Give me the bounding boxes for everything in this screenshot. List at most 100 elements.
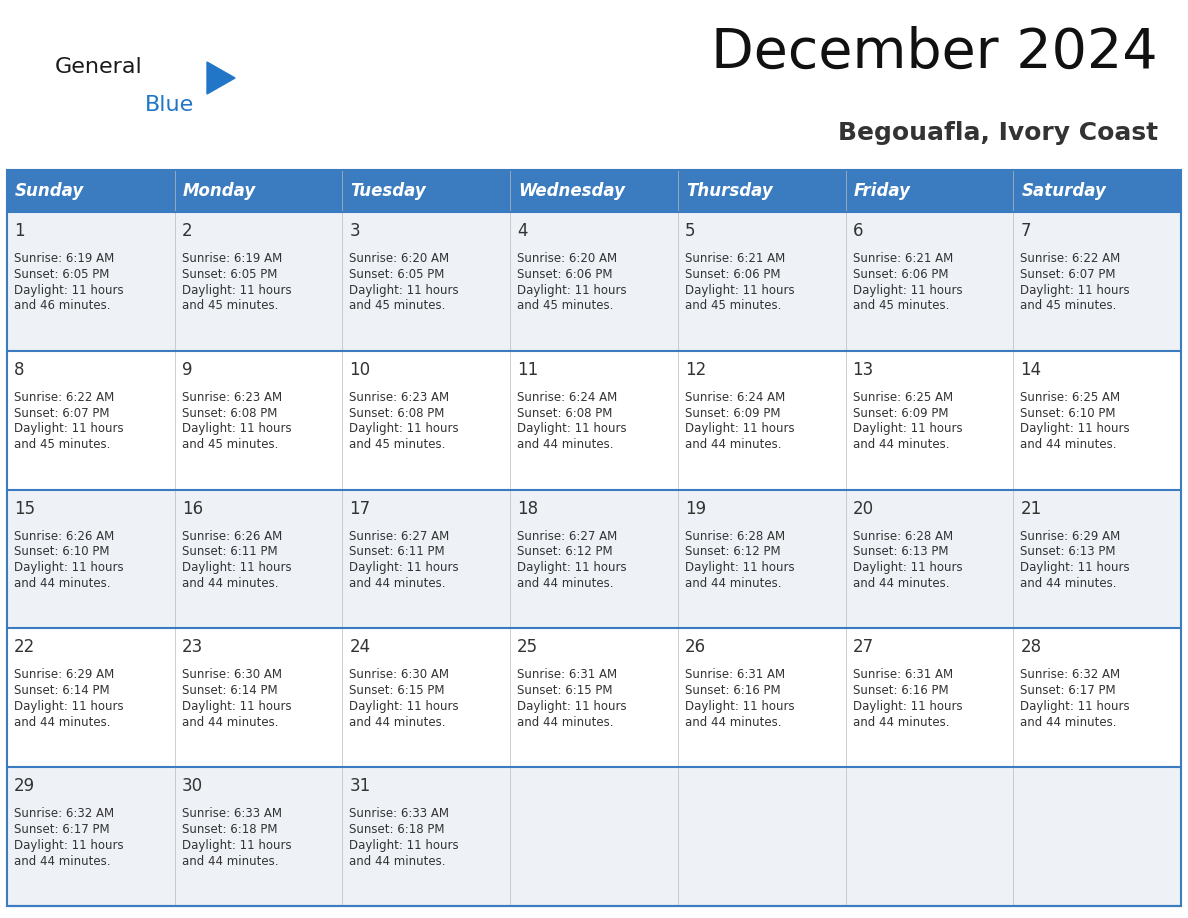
Text: 11: 11 — [517, 361, 538, 379]
Bar — [678, 767, 846, 906]
Text: and 45 minutes.: and 45 minutes. — [853, 299, 949, 312]
Text: Sunset: 6:16 PM: Sunset: 6:16 PM — [853, 684, 948, 697]
Text: 8: 8 — [14, 361, 25, 379]
Text: 27: 27 — [853, 638, 873, 656]
Bar — [846, 212, 1013, 351]
Text: Sunrise: 6:26 AM: Sunrise: 6:26 AM — [14, 530, 114, 543]
Bar — [7, 212, 175, 351]
Text: and 45 minutes.: and 45 minutes. — [517, 299, 613, 312]
Text: Sunrise: 6:27 AM: Sunrise: 6:27 AM — [349, 530, 450, 543]
Text: Wednesday: Wednesday — [518, 182, 625, 200]
Text: Daylight: 11 hours: Daylight: 11 hours — [182, 839, 291, 852]
Text: and 44 minutes.: and 44 minutes. — [517, 438, 614, 452]
Text: Sunrise: 6:21 AM: Sunrise: 6:21 AM — [853, 252, 953, 265]
Text: Sunset: 6:14 PM: Sunset: 6:14 PM — [182, 684, 277, 697]
Bar — [1013, 489, 1181, 629]
Text: and 44 minutes.: and 44 minutes. — [1020, 716, 1117, 729]
Text: Daylight: 11 hours: Daylight: 11 hours — [182, 422, 291, 435]
Text: Sunrise: 6:22 AM: Sunrise: 6:22 AM — [14, 391, 114, 404]
Text: Sunrise: 6:21 AM: Sunrise: 6:21 AM — [684, 252, 785, 265]
Text: 14: 14 — [1020, 361, 1042, 379]
Text: Sunset: 6:08 PM: Sunset: 6:08 PM — [182, 407, 277, 420]
Text: Daylight: 11 hours: Daylight: 11 hours — [182, 284, 291, 297]
Bar — [1013, 212, 1181, 351]
Text: Daylight: 11 hours: Daylight: 11 hours — [517, 284, 627, 297]
Text: and 45 minutes.: and 45 minutes. — [182, 299, 278, 312]
FancyBboxPatch shape — [846, 170, 1013, 212]
Text: Sunset: 6:07 PM: Sunset: 6:07 PM — [14, 407, 109, 420]
Text: Sunset: 6:09 PM: Sunset: 6:09 PM — [853, 407, 948, 420]
Bar — [175, 489, 342, 629]
Text: and 44 minutes.: and 44 minutes. — [1020, 577, 1117, 590]
Bar — [1013, 767, 1181, 906]
Text: Daylight: 11 hours: Daylight: 11 hours — [853, 422, 962, 435]
Text: Daylight: 11 hours: Daylight: 11 hours — [14, 422, 124, 435]
Text: and 45 minutes.: and 45 minutes. — [349, 299, 446, 312]
Bar — [175, 351, 342, 489]
Text: Sunrise: 6:27 AM: Sunrise: 6:27 AM — [517, 530, 618, 543]
Text: Sunrise: 6:33 AM: Sunrise: 6:33 AM — [182, 807, 282, 820]
Text: Daylight: 11 hours: Daylight: 11 hours — [349, 284, 459, 297]
Text: and 44 minutes.: and 44 minutes. — [349, 577, 446, 590]
Text: Tuesday: Tuesday — [350, 182, 426, 200]
Text: 18: 18 — [517, 499, 538, 518]
Text: 21: 21 — [1020, 499, 1042, 518]
Text: 23: 23 — [182, 638, 203, 656]
Text: Daylight: 11 hours: Daylight: 11 hours — [14, 284, 124, 297]
Text: Daylight: 11 hours: Daylight: 11 hours — [853, 284, 962, 297]
Text: Begouafla, Ivory Coast: Begouafla, Ivory Coast — [838, 121, 1158, 145]
Text: Daylight: 11 hours: Daylight: 11 hours — [684, 422, 795, 435]
Text: Saturday: Saturday — [1022, 182, 1106, 200]
Text: Daylight: 11 hours: Daylight: 11 hours — [14, 700, 124, 713]
Text: and 44 minutes.: and 44 minutes. — [349, 855, 446, 868]
Text: Blue: Blue — [145, 95, 195, 115]
Text: Sunset: 6:14 PM: Sunset: 6:14 PM — [14, 684, 109, 697]
Text: Sunset: 6:11 PM: Sunset: 6:11 PM — [349, 545, 446, 558]
Text: Sunset: 6:17 PM: Sunset: 6:17 PM — [14, 823, 109, 836]
Text: Sunset: 6:18 PM: Sunset: 6:18 PM — [182, 823, 277, 836]
FancyBboxPatch shape — [7, 170, 175, 212]
Text: and 44 minutes.: and 44 minutes. — [684, 577, 782, 590]
Text: Sunset: 6:08 PM: Sunset: 6:08 PM — [517, 407, 613, 420]
Text: and 44 minutes.: and 44 minutes. — [1020, 438, 1117, 452]
Text: Sunset: 6:18 PM: Sunset: 6:18 PM — [349, 823, 446, 836]
Text: Sunrise: 6:20 AM: Sunrise: 6:20 AM — [517, 252, 618, 265]
Text: Sunrise: 6:29 AM: Sunrise: 6:29 AM — [14, 668, 114, 681]
Text: Sunrise: 6:25 AM: Sunrise: 6:25 AM — [853, 391, 953, 404]
Text: Sunrise: 6:30 AM: Sunrise: 6:30 AM — [182, 668, 282, 681]
Text: General: General — [55, 57, 143, 77]
Text: 13: 13 — [853, 361, 874, 379]
Text: 17: 17 — [349, 499, 371, 518]
Text: Sunrise: 6:33 AM: Sunrise: 6:33 AM — [349, 807, 449, 820]
Text: Sunrise: 6:31 AM: Sunrise: 6:31 AM — [517, 668, 618, 681]
Bar — [175, 629, 342, 767]
Bar — [7, 170, 1181, 906]
Text: Sunset: 6:11 PM: Sunset: 6:11 PM — [182, 545, 277, 558]
Bar — [510, 629, 678, 767]
Text: December 2024: December 2024 — [712, 26, 1158, 80]
Text: and 44 minutes.: and 44 minutes. — [182, 855, 278, 868]
FancyBboxPatch shape — [678, 170, 846, 212]
Text: Sunset: 6:16 PM: Sunset: 6:16 PM — [684, 684, 781, 697]
Text: Daylight: 11 hours: Daylight: 11 hours — [517, 700, 627, 713]
Text: Sunrise: 6:28 AM: Sunrise: 6:28 AM — [684, 530, 785, 543]
Text: 5: 5 — [684, 222, 695, 240]
Text: Sunset: 6:07 PM: Sunset: 6:07 PM — [1020, 268, 1116, 281]
Text: 6: 6 — [853, 222, 862, 240]
Text: Sunrise: 6:22 AM: Sunrise: 6:22 AM — [1020, 252, 1120, 265]
Text: Sunset: 6:15 PM: Sunset: 6:15 PM — [349, 684, 446, 697]
Text: Daylight: 11 hours: Daylight: 11 hours — [182, 561, 291, 574]
Text: and 44 minutes.: and 44 minutes. — [684, 438, 782, 452]
Text: Daylight: 11 hours: Daylight: 11 hours — [853, 700, 962, 713]
Text: 28: 28 — [1020, 638, 1042, 656]
Text: and 44 minutes.: and 44 minutes. — [684, 716, 782, 729]
Bar — [342, 489, 510, 629]
Text: 25: 25 — [517, 638, 538, 656]
Text: 16: 16 — [182, 499, 203, 518]
Bar — [7, 767, 175, 906]
Text: Monday: Monday — [183, 182, 255, 200]
Text: and 45 minutes.: and 45 minutes. — [349, 438, 446, 452]
Text: Sunrise: 6:20 AM: Sunrise: 6:20 AM — [349, 252, 449, 265]
Bar — [678, 212, 846, 351]
Text: Daylight: 11 hours: Daylight: 11 hours — [182, 700, 291, 713]
